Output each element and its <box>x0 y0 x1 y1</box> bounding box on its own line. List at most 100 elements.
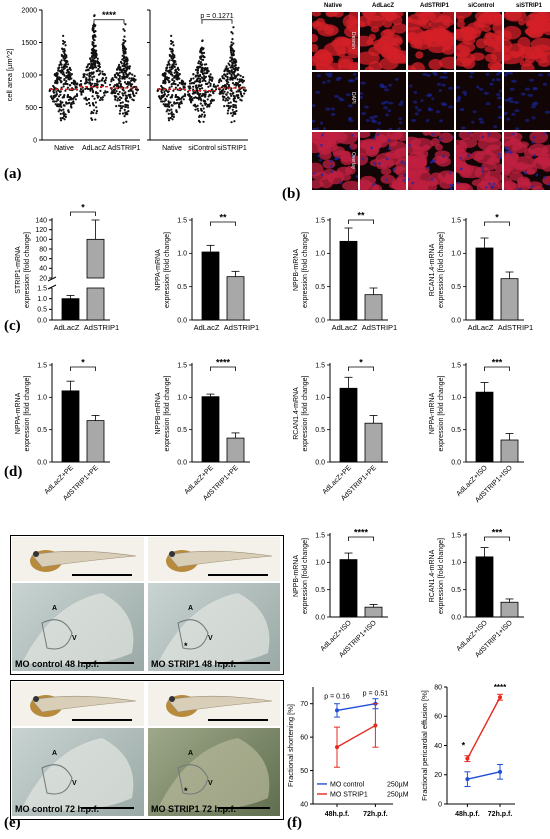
larva-eye <box>33 551 39 557</box>
data-point <box>335 745 339 750</box>
data-point <box>62 56 65 60</box>
significance-label: ** <box>219 213 227 223</box>
cell-stain <box>505 72 511 75</box>
x-tick-label: 48h.p.f. <box>455 811 480 818</box>
nucleus-stain <box>451 184 454 188</box>
data-point <box>183 94 187 97</box>
data-point <box>91 82 94 85</box>
data-point <box>62 71 65 74</box>
data-point <box>129 84 133 88</box>
data-point <box>119 105 122 108</box>
data-point <box>222 88 225 91</box>
data-point <box>202 55 205 59</box>
nppb-pe-bar-chart: 0.0 0.5 1.0 1.5 NPPB-mRNA expression [fold ch… <box>155 358 250 502</box>
microscopy-image-overlay <box>360 132 406 190</box>
data-point <box>234 64 237 67</box>
data-point <box>60 80 63 83</box>
data-point <box>204 102 208 105</box>
data-point <box>170 71 173 74</box>
cell-stain <box>322 81 326 85</box>
cell-stain <box>331 107 335 111</box>
nucleus-stain <box>329 159 333 163</box>
data-point <box>87 78 90 81</box>
y-tick-label: 0.5 <box>177 427 187 434</box>
nucleus-stain <box>373 162 376 166</box>
microscopy-column-label: siSTRIP1 <box>516 3 543 9</box>
data-point <box>230 68 233 72</box>
data-point <box>211 99 214 102</box>
cell-stain <box>330 112 336 116</box>
data-point <box>173 55 176 58</box>
data-point <box>167 112 170 115</box>
data-point <box>175 70 178 73</box>
x-tick-label: Native <box>54 145 74 152</box>
nucleus-stain <box>452 135 454 139</box>
data-point <box>172 89 175 92</box>
cell-stain <box>509 99 514 103</box>
zebrafish-caption: MO STRIP1 72 h.p.f. <box>151 804 237 814</box>
data-point <box>173 80 176 83</box>
svg-text:expression [fold change]: expression [fold change] <box>438 376 445 452</box>
data-point <box>88 104 91 107</box>
data-point <box>207 70 210 73</box>
data-point <box>124 23 127 26</box>
bar <box>339 387 358 463</box>
nucleus-stain <box>533 154 536 157</box>
nucleus-stain <box>524 171 527 175</box>
microscopy-image-dapi <box>504 72 550 130</box>
data-point <box>85 102 88 106</box>
data-point <box>189 79 192 82</box>
nucleus-stain <box>385 157 389 161</box>
cell-stain <box>443 72 448 75</box>
data-point <box>215 88 218 91</box>
data-point <box>126 82 130 85</box>
cell-stain <box>462 90 467 94</box>
cell-stain <box>420 99 424 103</box>
y-axis-label: STRIP1-mRNA expression [fold change] <box>15 232 31 308</box>
microscopy-image-dapi <box>408 72 454 130</box>
data-point <box>174 94 177 98</box>
data-point <box>85 77 88 80</box>
data-point <box>115 83 119 86</box>
cell-stain <box>524 52 536 64</box>
data-point <box>465 756 470 761</box>
cell-stain <box>474 150 496 164</box>
data-point <box>65 80 68 83</box>
data-point <box>125 73 128 76</box>
nucleus-stain <box>350 155 354 159</box>
zebrafish-caption: MO control 72 h.p.f. <box>15 804 100 814</box>
data-point <box>69 83 72 87</box>
data-point <box>120 97 123 100</box>
data-point <box>52 91 56 94</box>
x-tick-label: 72h.p.f. <box>488 811 513 818</box>
cell-area-scatter-adenovirus: 0 500 1000 1500 2000 cell area [µm^2] Native Ad… <box>5 7 141 152</box>
data-point <box>88 71 91 75</box>
cell-stain <box>364 105 369 109</box>
data-point <box>133 85 136 88</box>
cell-stain <box>457 97 462 101</box>
significance-bracket <box>484 536 510 541</box>
data-point <box>53 86 56 89</box>
data-point <box>67 98 70 101</box>
data-point <box>206 71 209 75</box>
data-point <box>59 62 62 65</box>
bar <box>86 420 105 463</box>
cell-stain <box>365 119 370 123</box>
data-point <box>199 56 202 59</box>
significance-bracket <box>70 366 96 371</box>
bar <box>201 396 220 463</box>
heart-drawing <box>158 593 270 666</box>
cell-stain <box>483 91 490 95</box>
y-tick-label: 0.5 <box>37 307 47 314</box>
cell-stain <box>435 156 452 167</box>
cell-stain <box>518 18 526 26</box>
y-tick-label: 1.5 <box>451 362 461 369</box>
data-point <box>221 92 224 95</box>
cell-stain <box>436 82 442 86</box>
cell-stain <box>388 83 393 87</box>
data-point <box>91 54 94 58</box>
cell-area-scatter-sirna: Native siControl siSTRIP1 p = 0.1271 <box>147 9 248 152</box>
svg-text:expression [fold change]: expression [fold change] <box>302 376 309 452</box>
bar <box>500 439 519 463</box>
data-point <box>196 68 199 71</box>
